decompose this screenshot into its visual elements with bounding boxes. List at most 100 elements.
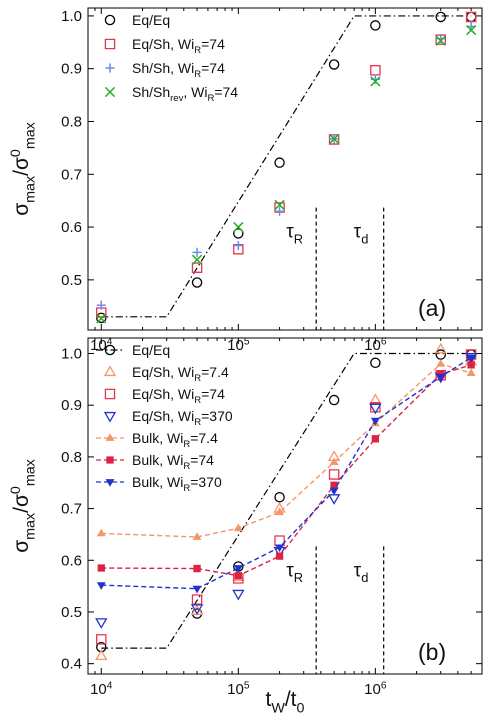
data-point — [232, 589, 245, 601]
data-point — [96, 528, 106, 537]
data-point — [328, 394, 340, 406]
data-point — [191, 277, 203, 288]
y-tick-label: 1.0 — [61, 8, 82, 25]
data-point — [370, 20, 381, 31]
x-axis-label: tW/t0 — [266, 688, 305, 716]
data-point — [275, 507, 285, 516]
y-tick-label: 0.5 — [61, 272, 82, 289]
y-axis-label: σmax/σ0max — [8, 459, 38, 553]
legend-label: Eq/Eq — [132, 12, 170, 28]
y-tick-label: 0.8 — [61, 113, 82, 130]
legend-marker — [103, 411, 117, 423]
annotation-label: τR — [286, 560, 303, 585]
annotation-label: τd — [354, 560, 369, 585]
series-line — [101, 352, 472, 649]
series — [96, 11, 477, 324]
series-line — [101, 364, 472, 577]
legend-marker — [105, 479, 115, 487]
legend-item: Eq/Sh, WiR=370 — [103, 408, 233, 428]
data-point — [97, 564, 105, 572]
data-point — [436, 359, 446, 367]
data-point — [192, 585, 202, 594]
data-point — [193, 564, 201, 573]
legend-item: Eq/Eq — [104, 12, 170, 28]
legend-marker — [105, 433, 115, 441]
legend-label: Bulk, WiR=7.4 — [132, 430, 218, 450]
series — [96, 11, 477, 318]
legend-item: Bulk, WiR=370 — [96, 474, 222, 494]
panel-label: (a) — [418, 295, 446, 321]
legend-item: Eq/Sh, WiR=74 — [104, 36, 225, 56]
x-tick-label: 105 — [227, 680, 250, 698]
legend-marker — [104, 388, 116, 400]
data-point — [435, 35, 446, 46]
panel-b: 0.4 0.5 0.6 0.7 0.8 0.9 1.0 104 105 106 σmax/σ0max… — [8, 337, 483, 698]
legend-marker — [104, 38, 116, 50]
legend-label: Sh/Shrev, WiR=74 — [132, 84, 238, 104]
data-point — [467, 361, 475, 369]
data-point — [328, 59, 340, 70]
data-point — [466, 368, 476, 377]
x-tick-label: 105 — [227, 336, 250, 354]
guide-line — [101, 15, 472, 318]
legend-marker — [103, 365, 117, 377]
data-point — [370, 357, 381, 369]
legend-label: Eq/Sh, WiR=74 — [132, 36, 225, 56]
data-point — [233, 228, 244, 239]
data-point — [328, 469, 340, 480]
x-tick-label: 106 — [364, 680, 387, 698]
legend-label: Eq/Eq — [132, 342, 170, 358]
legend-label: Eq/Sh, WiR=7.4 — [132, 364, 229, 384]
data-point — [233, 523, 243, 532]
data-point — [234, 572, 242, 580]
data-point — [370, 76, 381, 87]
data-point — [233, 221, 244, 233]
legend-marker — [106, 456, 114, 464]
legend-label: Eq/Sh, WiR=370 — [132, 408, 233, 428]
data-point — [192, 532, 202, 540]
data-point — [96, 312, 107, 324]
data-point — [435, 349, 446, 360]
data-point — [96, 313, 107, 324]
annotation-label: τR — [286, 222, 303, 247]
data-point — [435, 11, 446, 23]
legend-marker — [104, 86, 116, 98]
data-point — [96, 300, 106, 310]
data-point — [274, 157, 285, 168]
data-point — [233, 240, 243, 251]
legend-label: Eq/Sh, WiR=74 — [132, 386, 225, 406]
legend-item: Sh/Sh, WiR=74 — [105, 60, 225, 80]
data-point — [96, 582, 106, 590]
data-point — [274, 535, 285, 546]
data-point — [464, 353, 478, 364]
y-axis-label: σmax/σ0max — [8, 122, 38, 216]
legend-item: Eq/Sh, WiR=7.4 — [103, 364, 229, 384]
data-point — [329, 487, 339, 496]
data-point — [274, 206, 285, 216]
data-point — [466, 25, 477, 36]
y-tick-label: 0.7 — [61, 501, 82, 518]
data-point — [191, 254, 203, 265]
y-tick-label: 0.4 — [61, 656, 82, 673]
data-point — [465, 11, 477, 23]
y-tick-label: 0.8 — [61, 449, 82, 466]
data-point — [436, 373, 446, 382]
legend-item: Eq/Sh, WiR=74 — [104, 386, 225, 406]
data-point — [369, 393, 382, 405]
plot-frame — [87, 7, 483, 331]
data-point — [327, 494, 341, 505]
data-point — [233, 565, 243, 573]
y-tick-label: 0.9 — [61, 61, 82, 78]
legend-marker — [104, 14, 116, 26]
data-point — [95, 649, 108, 661]
y-tick-label: 0.7 — [61, 166, 82, 183]
data-point — [465, 11, 477, 23]
data-point — [434, 342, 447, 354]
data-point — [330, 481, 338, 489]
series-line — [101, 357, 472, 590]
x-tick-label: 106 — [364, 336, 387, 354]
legend-item: Eq/Eq — [96, 342, 170, 358]
y-tick-label: 0.5 — [61, 604, 82, 621]
